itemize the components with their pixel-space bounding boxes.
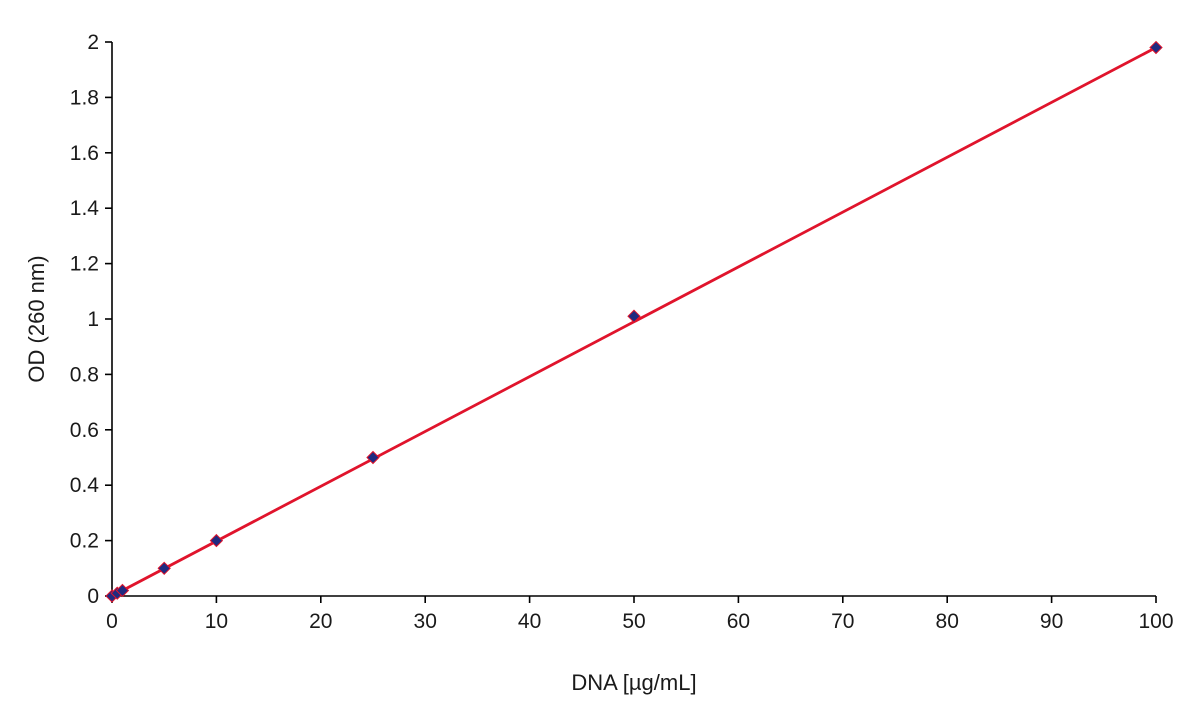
x-tick-label: 20 xyxy=(309,610,332,633)
x-tick-label: 60 xyxy=(727,610,750,633)
data-point xyxy=(157,561,171,576)
y-tick-label: 0.4 xyxy=(70,474,100,497)
y-axis-title: OD (260 nm) xyxy=(24,255,49,382)
x-tick-label: 90 xyxy=(1040,610,1063,633)
y-tick-label: 1.6 xyxy=(70,142,99,165)
data-point xyxy=(627,309,641,323)
x-tick-label: 80 xyxy=(936,610,959,633)
y-tick-label: 0.6 xyxy=(70,419,99,442)
y-tick-label: 0 xyxy=(87,585,99,608)
y-tick-label: 0.2 xyxy=(70,530,99,553)
data-point xyxy=(366,450,380,465)
y-tick-label: 1 xyxy=(87,308,99,331)
x-axis-ticks: 0 10 20 30 40 50 60 70 80 90 100 xyxy=(106,596,1174,633)
y-axis-ticks: 0 0.2 0.4 0.6 0.8 1 1.2 1.4 1.6 1.8 2 xyxy=(70,31,112,608)
x-tick-label: 0 xyxy=(106,610,118,633)
data-point xyxy=(1149,40,1163,55)
x-tick-label: 50 xyxy=(622,610,645,633)
y-tick-label: 1.8 xyxy=(70,86,99,109)
y-tick-label: 1.4 xyxy=(70,197,100,220)
y-tick-label: 1.2 xyxy=(70,253,99,276)
x-tick-label: 70 xyxy=(831,610,854,633)
y-tick-label: 0.8 xyxy=(70,363,99,386)
x-tick-label: 40 xyxy=(518,610,541,633)
data-point xyxy=(115,583,130,598)
y-tick-label: 2 xyxy=(87,31,99,54)
data-point xyxy=(209,533,224,548)
x-tick-label: 10 xyxy=(205,610,228,633)
x-tick-label: 100 xyxy=(1138,610,1173,633)
x-tick-label: 30 xyxy=(414,610,437,633)
x-axis-title: DNA [µg/mL] xyxy=(571,670,696,695)
data-points xyxy=(105,40,1163,603)
